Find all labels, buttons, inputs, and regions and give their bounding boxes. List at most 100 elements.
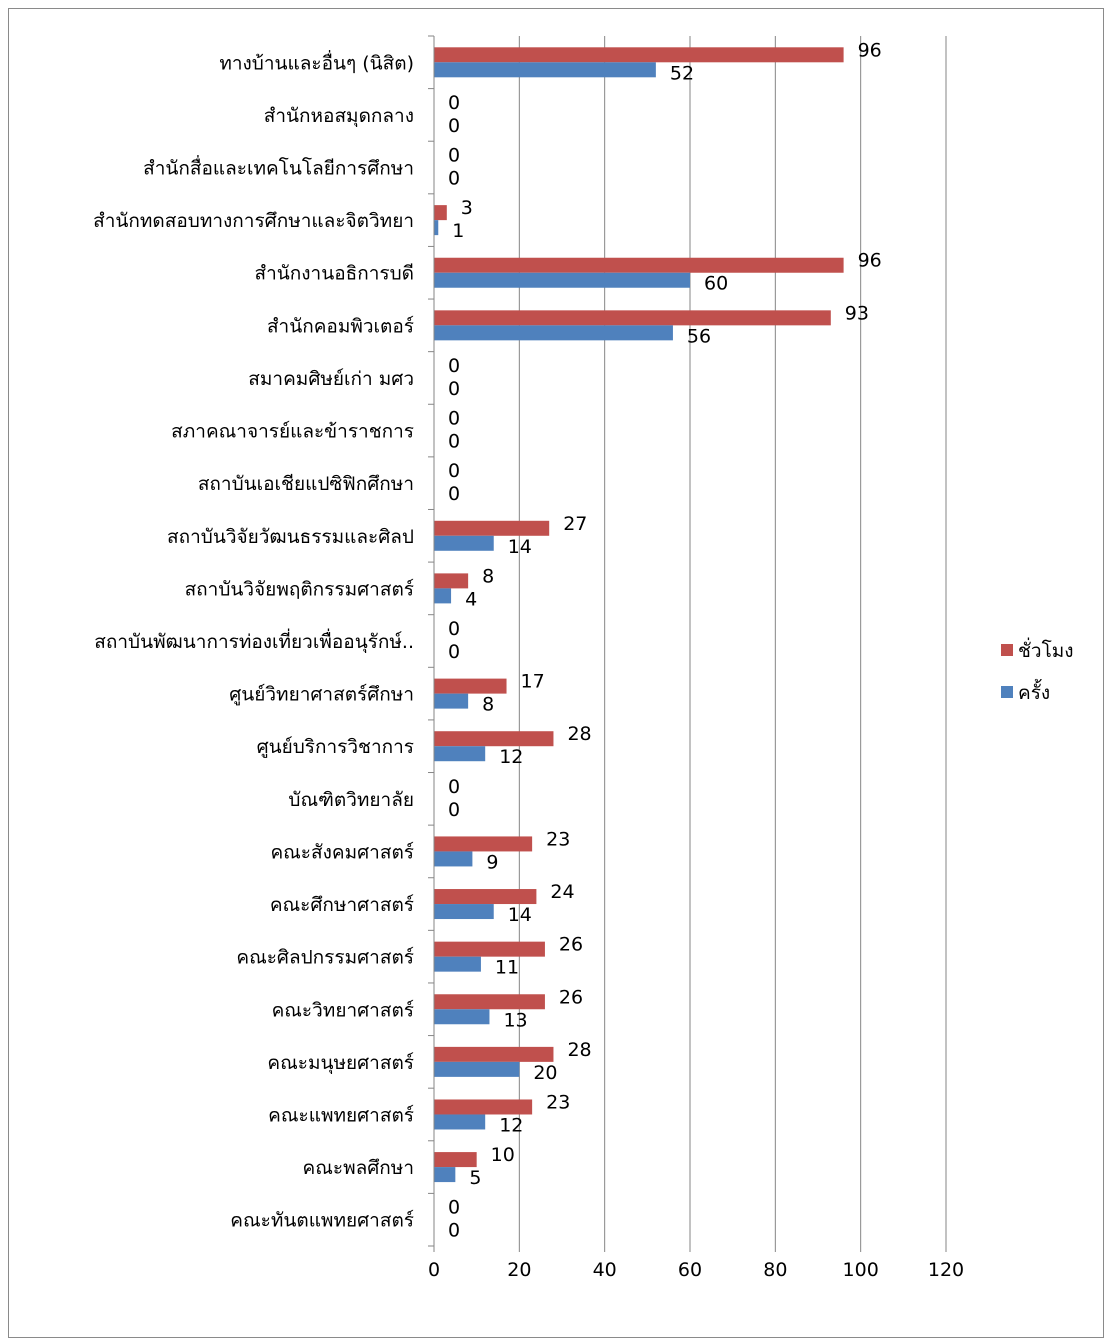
category-label: สำนักคอมพิวเตอร์ xyxy=(267,315,414,337)
chart-frame: ทางบ้านและอื่นๆ (นิสิต) สำนักหอสมุดกลางสำ… xyxy=(8,8,1104,1338)
bar-hours xyxy=(434,205,447,221)
category-label: ศูนย์วิทยาศาสตร์ศึกษา xyxy=(229,684,414,706)
data-label-hours: 0 xyxy=(448,776,460,798)
bar-times xyxy=(434,62,656,78)
bar-hours xyxy=(434,1046,554,1062)
data-label-hours: 0 xyxy=(448,408,460,430)
data-label-times: 20 xyxy=(533,1062,557,1084)
data-label-times: 60 xyxy=(704,273,728,295)
category-label: คณะศิลปกรรมศาสตร์ xyxy=(236,947,414,969)
data-label-hours: 24 xyxy=(550,881,574,903)
bar-hours xyxy=(434,520,550,536)
bar-hours xyxy=(434,836,533,852)
bar-times xyxy=(434,956,481,972)
bar-hours xyxy=(434,994,545,1010)
data-label-times: 0 xyxy=(448,641,460,663)
legend-swatch xyxy=(1001,686,1013,698)
data-label-hours: 28 xyxy=(567,723,591,745)
category-label: สำนักสื่อและเทคโนโลยีการศึกษา xyxy=(143,155,414,180)
category-label: สำนักหอสมุดกลาง xyxy=(264,105,414,128)
category-label: สมาคมศิษย์เก่า มศว xyxy=(248,368,414,390)
data-label-hours: 96 xyxy=(858,250,882,272)
category-label: ศูนย์บริการวิชาการ xyxy=(257,736,414,758)
x-tick-label: 40 xyxy=(593,1259,617,1281)
bar-times xyxy=(434,588,452,604)
bar-times xyxy=(434,904,494,920)
x-tick-labels: 0 20 40 60 80 100 120 xyxy=(428,1259,964,1281)
data-label-hours: 0 xyxy=(448,145,460,167)
bar-hours xyxy=(434,941,545,957)
data-label-hours: 0 xyxy=(448,92,460,114)
data-label-times: 0 xyxy=(448,115,460,137)
data-label-hours: 27 xyxy=(563,513,587,535)
category-label: ทางบ้านและอื่นๆ (นิสิต) xyxy=(219,49,414,74)
bar-times xyxy=(434,220,439,236)
data-label-times: 5 xyxy=(469,1167,481,1189)
data-label-hours: 23 xyxy=(546,828,570,850)
data-label-times: 8 xyxy=(482,694,494,716)
legend-label: ครั้ง xyxy=(1018,679,1050,704)
x-tick-label: 60 xyxy=(678,1259,702,1281)
bar-times xyxy=(434,325,673,341)
legend-label: ชั่วโมง xyxy=(1018,637,1074,662)
data-label-times: 0 xyxy=(448,431,460,453)
category-label: สำนักงานอธิการบดี xyxy=(255,263,414,285)
data-label-times: 0 xyxy=(448,483,460,505)
legend-swatch xyxy=(1001,644,1013,656)
bar-times xyxy=(434,1114,486,1130)
bar-times xyxy=(434,693,469,709)
bar-hours xyxy=(434,678,507,694)
x-tick-label: 0 xyxy=(428,1259,440,1281)
category-label: สภาคณาจารย์และข้าราชการ xyxy=(171,421,414,443)
data-label-times: 0 xyxy=(448,168,460,190)
data-label-times: 12 xyxy=(499,746,523,768)
data-label-times: 4 xyxy=(465,588,477,610)
bars xyxy=(434,47,844,1183)
bar-hours xyxy=(434,1152,477,1168)
bar-hours xyxy=(434,310,831,326)
category-label: คณะวิทยาศาสตร์ xyxy=(272,999,414,1021)
data-label-hours: 3 xyxy=(461,197,473,219)
data-label-times: 0 xyxy=(448,1220,460,1242)
category-label: สถาบันวิจัยวัฒนธรรมและศิลป xyxy=(167,526,414,548)
x-tick-label: 20 xyxy=(507,1259,531,1281)
category-labels: ทางบ้านและอื่นๆ (นิสิต) สำนักหอสมุดกลางสำ… xyxy=(93,49,414,1231)
category-label: คณะพลศึกษา xyxy=(303,1157,414,1179)
data-label-hours: 0 xyxy=(448,1197,460,1219)
x-tick-label: 100 xyxy=(843,1259,879,1281)
bar-times xyxy=(434,851,473,867)
bar-hours xyxy=(434,573,469,589)
bar-hours xyxy=(434,731,554,747)
bar-hours xyxy=(434,889,537,905)
data-label-times: 13 xyxy=(503,1009,527,1031)
bar-hours xyxy=(434,47,844,63)
data-label-times: 14 xyxy=(508,536,532,558)
data-label-hours: 93 xyxy=(845,302,869,324)
category-label: สถาบันเอเชียแปซิฟิกศึกษา xyxy=(198,473,414,495)
bar-times xyxy=(434,1061,520,1077)
data-label-hours: 17 xyxy=(521,671,545,693)
bar-times xyxy=(434,535,494,551)
data-label-hours: 0 xyxy=(448,355,460,377)
data-label-hours: 23 xyxy=(546,1091,570,1113)
bar-chart: ทางบ้านและอื่นๆ (นิสิต) สำนักหอสมุดกลางสำ… xyxy=(93,35,1074,1281)
category-label: คณะทันตแพทยศาสตร์ xyxy=(230,1210,414,1232)
data-label-times: 56 xyxy=(687,325,711,347)
x-tick-label: 80 xyxy=(763,1259,787,1281)
data-label-hours: 0 xyxy=(448,460,460,482)
data-label-hours: 10 xyxy=(491,1144,515,1166)
data-label-times: 9 xyxy=(486,851,498,873)
x-tick-label: 120 xyxy=(928,1259,964,1281)
data-label-times: 1 xyxy=(452,220,464,242)
category-label: บัณฑิตวิทยาลัย xyxy=(288,789,414,811)
data-label-hours: 28 xyxy=(567,1039,591,1061)
bar-hours xyxy=(434,1099,533,1115)
bar-times xyxy=(434,272,690,288)
category-label: สถาบันวิจัยพฤติกรรมศาสตร์ xyxy=(185,578,414,600)
data-label-hours: 0 xyxy=(448,618,460,640)
data-label-times: 0 xyxy=(448,378,460,400)
data-label-hours: 96 xyxy=(858,39,882,61)
data-label-hours: 8 xyxy=(482,565,494,587)
bar-hours xyxy=(434,257,844,273)
